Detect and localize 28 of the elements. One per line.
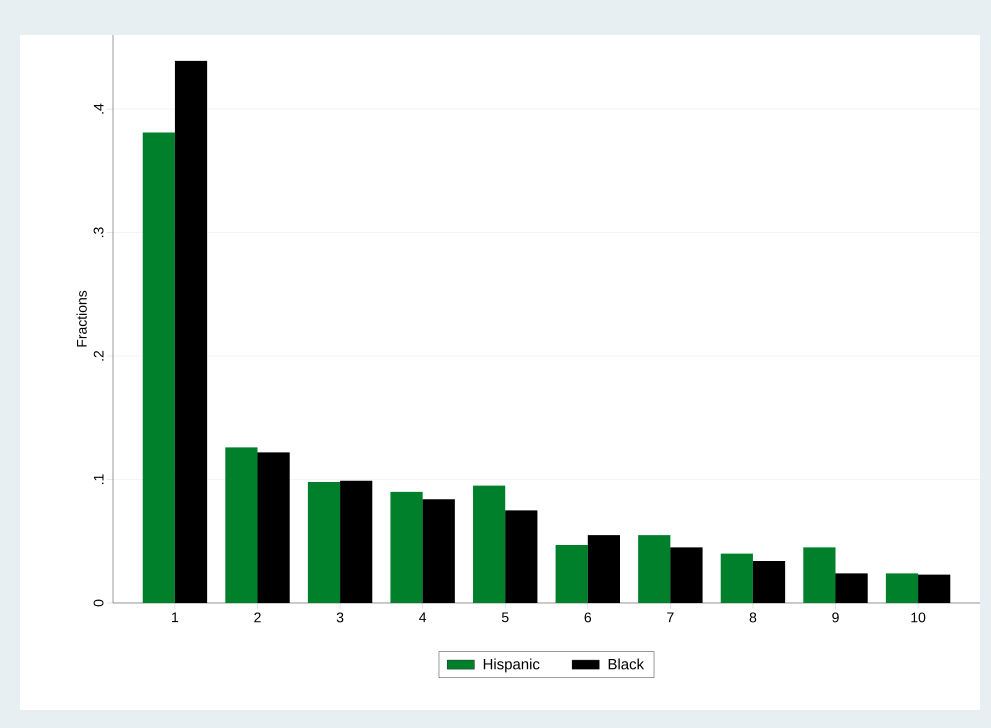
bar	[886, 573, 918, 603]
bar	[720, 554, 753, 603]
bar	[390, 492, 423, 603]
x-tick-label: 9	[832, 612, 839, 622]
x-tick-label: 5	[502, 612, 509, 622]
bar	[803, 547, 836, 603]
x-tick-label: 4	[419, 612, 426, 622]
bar	[225, 447, 258, 603]
x-tick-label: 10	[911, 612, 926, 622]
x-tick-label: 6	[584, 612, 592, 622]
bar	[638, 535, 670, 603]
x-tick-label: 7	[667, 612, 674, 622]
bar	[308, 482, 340, 603]
bar	[556, 544, 588, 603]
y-axis-title: Fractions	[76, 290, 87, 347]
y-tick-label: .2	[94, 350, 104, 361]
x-tick-label: 2	[254, 612, 261, 622]
legend-label: Black	[608, 658, 644, 670]
y-tick-label: .3	[94, 227, 104, 238]
x-tick-label: 1	[172, 612, 178, 622]
y-tick-label: .1	[94, 474, 104, 484]
y-tick-label: 0	[94, 600, 104, 606]
x-tick-label: 3	[336, 612, 344, 622]
legend-label: Hispanic	[484, 658, 540, 672]
x-tick-label: 8	[750, 612, 756, 622]
bar	[142, 132, 175, 603]
y-tick-label: .4	[94, 104, 104, 114]
bar	[473, 486, 506, 603]
